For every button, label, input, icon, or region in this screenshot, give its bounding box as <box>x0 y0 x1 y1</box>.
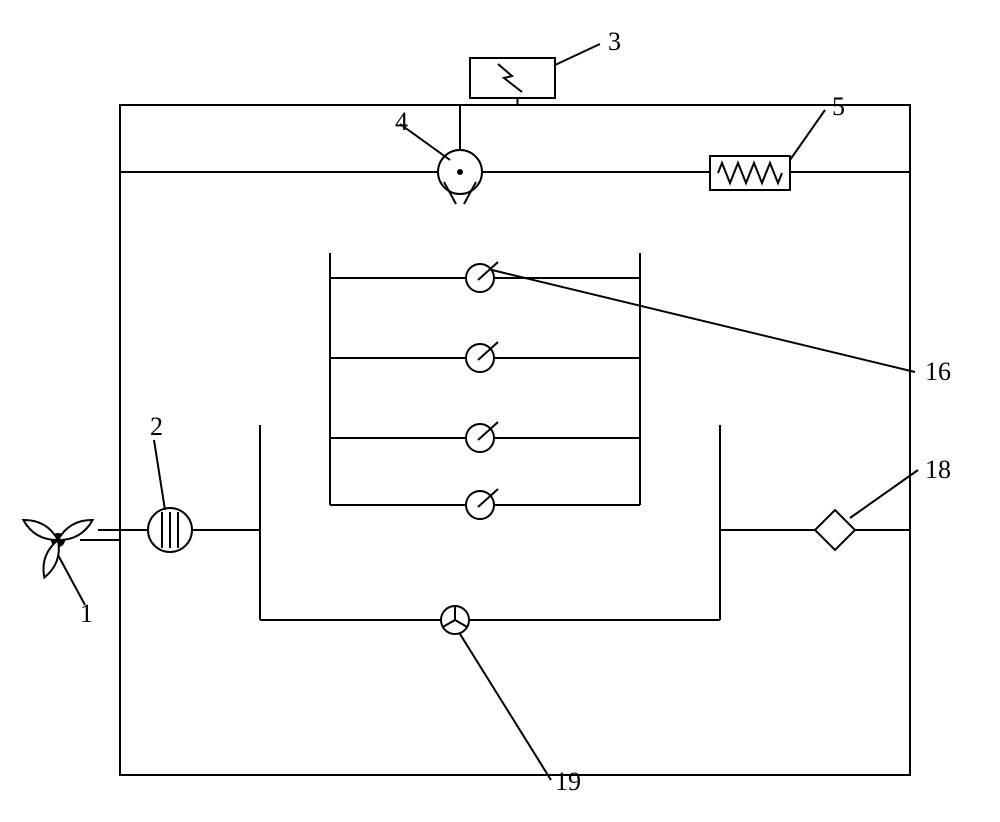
label-2: 2 <box>150 412 163 441</box>
label-4: 4 <box>395 107 408 136</box>
label-1: 1 <box>80 599 93 628</box>
label-5: 5 <box>832 92 845 121</box>
label-18: 18 <box>925 455 951 484</box>
label-19: 19 <box>555 767 581 796</box>
label-3: 3 <box>608 27 621 56</box>
label-16: 16 <box>925 357 951 386</box>
